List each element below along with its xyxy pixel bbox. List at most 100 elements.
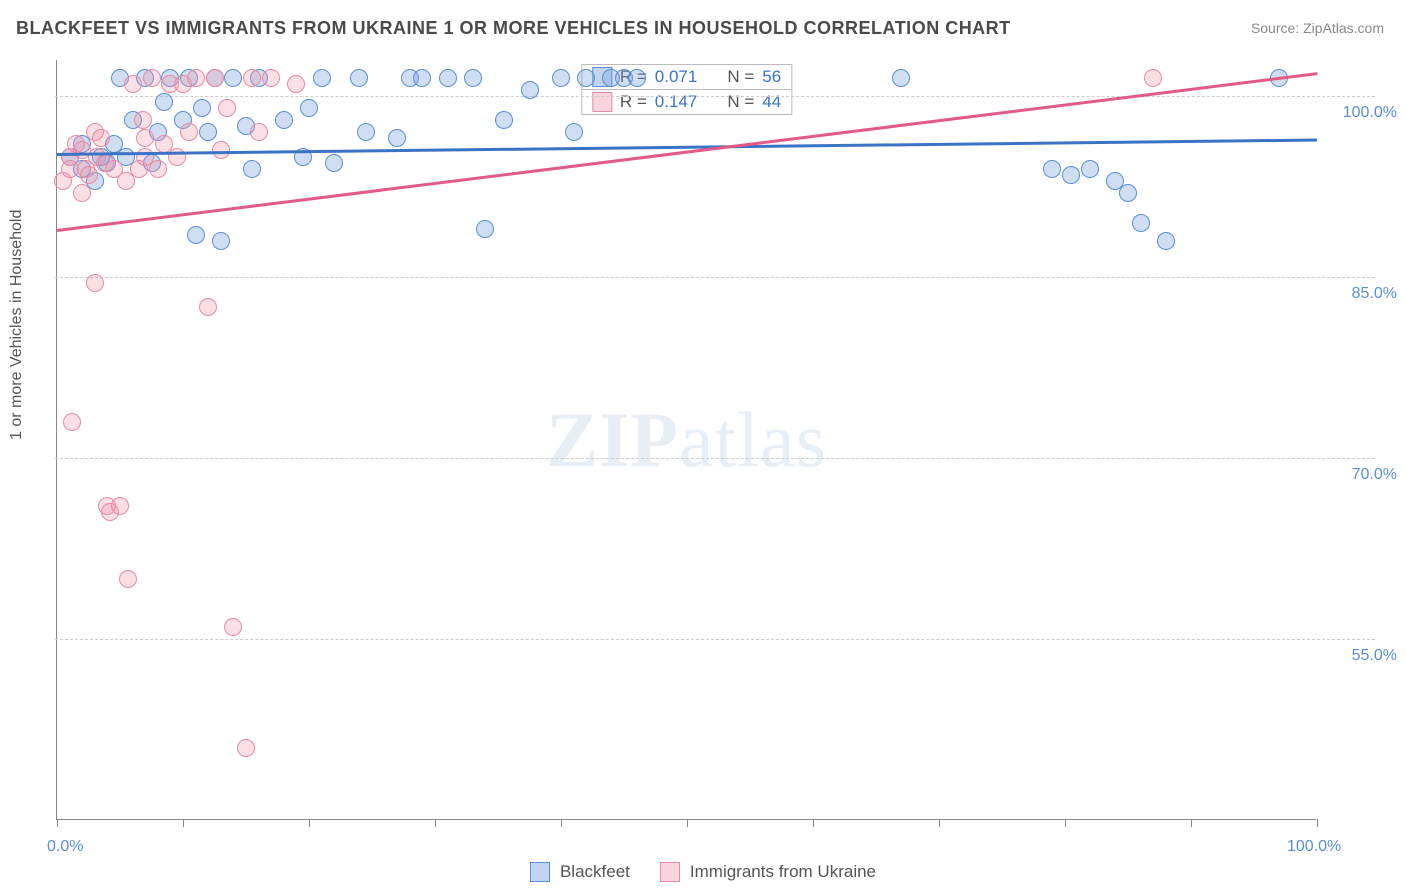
data-point-a [521,81,539,99]
bottom-legend: Blackfeet Immigrants from Ukraine [0,862,1406,882]
chart-title: BLACKFEET VS IMMIGRANTS FROM UKRAINE 1 O… [16,18,1011,39]
data-point-a [628,69,646,87]
data-point-b [168,148,186,166]
data-point-a [388,129,406,147]
data-point-b [111,497,129,515]
legend-item-ukraine: Immigrants from Ukraine [660,862,876,882]
x-tick [183,819,184,827]
data-point-a [212,232,230,250]
data-point-b [237,739,255,757]
data-point-a [300,99,318,117]
watermark-bold: ZIP [546,396,679,483]
data-point-a [357,123,375,141]
gridline [55,458,1375,459]
data-point-a [1062,166,1080,184]
x-tick [939,819,940,827]
x-tick [813,819,814,827]
legend-label-blackfeet: Blackfeet [560,862,630,882]
data-point-b [134,111,152,129]
data-point-a [892,69,910,87]
data-point-a [495,111,513,129]
data-point-b [262,69,280,87]
x-tick [309,819,310,827]
data-point-b [1144,69,1162,87]
data-point-b [149,160,167,178]
r-value-b: 0.147 [655,92,698,112]
data-point-a [193,99,211,117]
y-tick-label: 85.0% [1327,285,1397,303]
data-point-b [124,75,142,93]
data-point-a [243,160,261,178]
watermark-rest: atlas [679,396,827,483]
data-point-a [224,69,242,87]
n-value-a: 56 [762,67,781,87]
y-tick-label: 70.0% [1327,466,1397,484]
data-point-b [250,123,268,141]
x-tick [1191,819,1192,827]
data-point-b [63,413,81,431]
r-label: R = [620,92,647,112]
data-point-a [413,69,431,87]
swatch-ukraine [660,862,680,882]
data-point-a [325,154,343,172]
data-point-a [552,69,570,87]
data-point-b [224,618,242,636]
x-tick [687,819,688,827]
data-point-a [464,69,482,87]
data-point-b [199,298,217,316]
data-point-b [187,69,205,87]
x-tick [57,819,58,827]
data-point-a [199,123,217,141]
legend-label-ukraine: Immigrants from Ukraine [690,862,876,882]
data-point-b [119,570,137,588]
data-point-b [136,129,154,147]
gridline [55,96,1375,97]
chart-container: BLACKFEET VS IMMIGRANTS FROM UKRAINE 1 O… [0,0,1406,892]
data-point-a [1157,232,1175,250]
n-value-b: 44 [762,92,781,112]
data-point-a [476,220,494,238]
data-point-a [577,69,595,87]
swatch-ukraine [592,92,612,112]
gridline [55,639,1375,640]
correlation-row-b: R = 0.147 N = 44 [582,90,791,114]
data-point-a [313,69,331,87]
data-point-b [61,160,79,178]
data-point-b [243,69,261,87]
r-value-a: 0.071 [655,67,698,87]
swatch-blackfeet [530,862,550,882]
source-value: ZipAtlas.com [1303,20,1384,36]
data-point-a [187,226,205,244]
data-point-b [80,166,98,184]
data-point-a [565,123,583,141]
data-point-b [92,129,110,147]
data-point-b [73,184,91,202]
data-point-b [206,69,224,87]
x-tick [1065,819,1066,827]
legend-item-blackfeet: Blackfeet [530,862,630,882]
data-point-a [1081,160,1099,178]
data-point-a [275,111,293,129]
data-point-a [350,69,368,87]
data-point-b [86,274,104,292]
x-tick [1317,819,1318,827]
y-tick-label: 100.0% [1327,104,1397,122]
data-point-a [155,93,173,111]
gridline [55,277,1375,278]
x-tick-label: 0.0% [47,838,83,856]
n-label: N = [727,92,754,112]
x-tick [561,819,562,827]
n-label: N = [727,67,754,87]
watermark: ZIPatlas [546,395,827,485]
x-tick [435,819,436,827]
plot-area: ZIPatlas R = 0.071 N = 56 R = 0.147 N = … [56,60,1316,820]
data-point-b [218,99,236,117]
y-tick-label: 55.0% [1327,647,1397,665]
data-point-a [1119,184,1137,202]
data-point-b [143,69,161,87]
data-point-b [287,75,305,93]
source-credit: Source: ZipAtlas.com [1251,20,1384,36]
data-point-b [96,154,114,172]
source-label: Source: [1251,20,1299,36]
y-axis-label: 1 or more Vehicles in Household [8,210,26,440]
